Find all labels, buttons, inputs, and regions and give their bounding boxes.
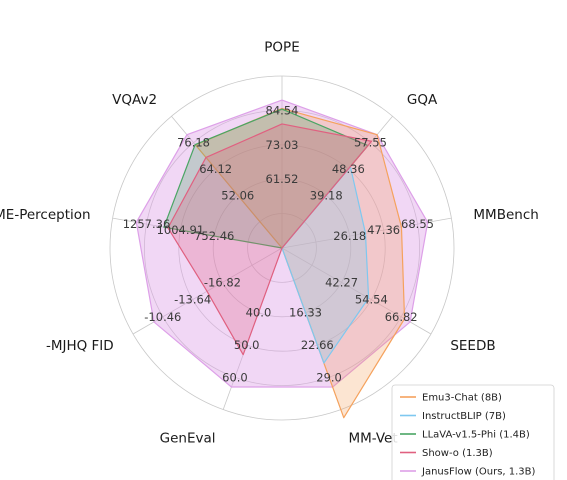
tick-label: -16.82	[204, 275, 241, 289]
legend-entry: JanusFlow (Ours, 1.3B)	[421, 467, 536, 478]
legend: Emu3-Chat (8B) InstructBLIP (7B) LLaVA-v1.…	[391, 384, 555, 480]
tick-label: 1004.91	[157, 223, 205, 237]
series-polygon-2	[163, 108, 369, 249]
axis-label: VQAv2	[112, 92, 157, 108]
axis-label: MM-Vet	[348, 431, 397, 447]
tick-label: 50.0	[234, 338, 260, 352]
tick-label: 16.33	[289, 306, 322, 320]
tick-label: -10.46	[144, 310, 181, 324]
tick-label: 73.03	[266, 138, 299, 152]
axis-label: SEEDB	[450, 338, 495, 354]
axis-label: MME-Perception	[0, 207, 91, 223]
tick-label: 57.55	[354, 136, 387, 150]
grid-spoke	[281, 247, 432, 335]
axis-label: GQA	[407, 92, 438, 108]
tick-label: 66.82	[385, 310, 418, 324]
radar-series	[135, 99, 429, 419]
legend-box	[391, 384, 555, 480]
grid-spoke	[281, 217, 452, 249]
tick-label: 84.54	[266, 103, 299, 117]
tick-label: 54.54	[355, 293, 388, 307]
legend-entry: InstructBLIP (7B)	[422, 411, 506, 422]
tick-label: 29.0	[316, 370, 342, 384]
axis-label: POPE	[264, 40, 299, 56]
tick-labels: 61.52 73.03 84.54 39.18 48.36 57.55 26.18 47.36…	[123, 103, 434, 384]
tick-label: 60.0	[222, 370, 248, 384]
tick-label: 47.36	[367, 223, 400, 237]
axis-label: -MJHQ FID	[46, 338, 114, 354]
axis-label: MMBench	[473, 207, 538, 223]
tick-label: 42.27	[325, 275, 358, 289]
series-polygon-4	[135, 99, 429, 388]
tick-label: 64.12	[199, 162, 232, 176]
tick-label: -13.64	[174, 293, 211, 307]
tick-label: 61.52	[266, 172, 299, 186]
tick-label: 48.36	[332, 162, 365, 176]
tick-label: 26.18	[333, 229, 366, 243]
tick-label: 76.18	[177, 136, 210, 150]
tick-label: 22.66	[301, 338, 334, 352]
tick-label: 1257.36	[123, 217, 171, 231]
legend-entry: Emu3-Chat (8B)	[422, 393, 502, 404]
legend-entry: LLaVA-v1.5-Phi (1.4B)	[422, 430, 530, 441]
series-polygon-0	[194, 107, 406, 419]
series-polygon-3	[167, 123, 373, 356]
axis-labels: POPE GQA MMBench SEEDB MM-Vet GenEval -MJHQ FI…	[0, 40, 539, 447]
axis-label: GenEval	[160, 431, 216, 447]
tick-label: 40.0	[246, 306, 272, 320]
tick-label: 39.18	[310, 188, 343, 202]
tick-label: 68.55	[401, 217, 434, 231]
tick-label: 52.06	[221, 188, 254, 202]
tick-label: 752.46	[194, 229, 234, 243]
legend-entry: Show-o (1.3B)	[422, 448, 493, 459]
